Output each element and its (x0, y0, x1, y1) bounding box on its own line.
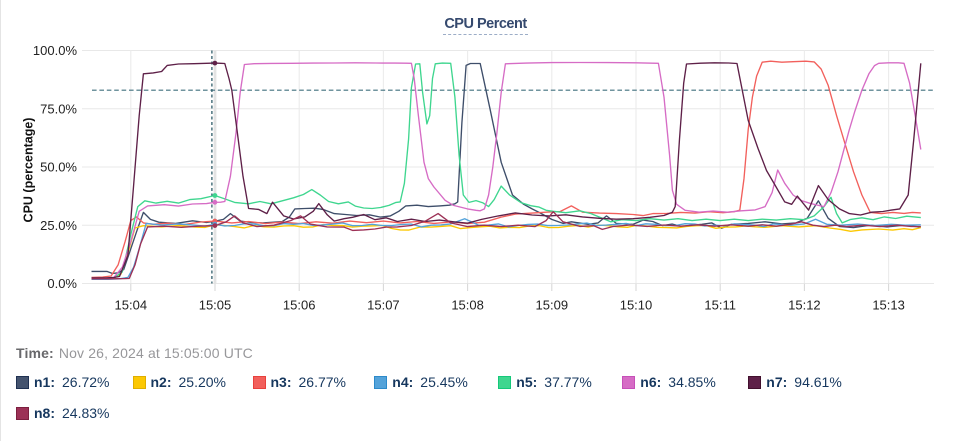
svg-text:15:09: 15:09 (536, 298, 569, 313)
svg-text:15:04: 15:04 (115, 298, 148, 313)
svg-text:15:06: 15:06 (283, 298, 316, 313)
svg-text:15:12: 15:12 (788, 298, 821, 313)
svg-text:15:07: 15:07 (367, 298, 400, 313)
svg-text:15:08: 15:08 (451, 298, 484, 313)
svg-text:15:05: 15:05 (199, 298, 232, 313)
svg-text:15:10: 15:10 (620, 298, 653, 313)
svg-text:25.0%: 25.0% (40, 218, 77, 233)
svg-text:0.0%: 0.0% (47, 276, 77, 291)
svg-text:15:13: 15:13 (872, 298, 905, 313)
svg-text:100.0%: 100.0% (33, 43, 78, 58)
svg-text:15:11: 15:11 (704, 298, 736, 313)
svg-text:50.0%: 50.0% (40, 160, 77, 175)
svg-text:CPU (percentage): CPU (percentage) (22, 118, 36, 223)
svg-text:75.0%: 75.0% (40, 102, 77, 117)
